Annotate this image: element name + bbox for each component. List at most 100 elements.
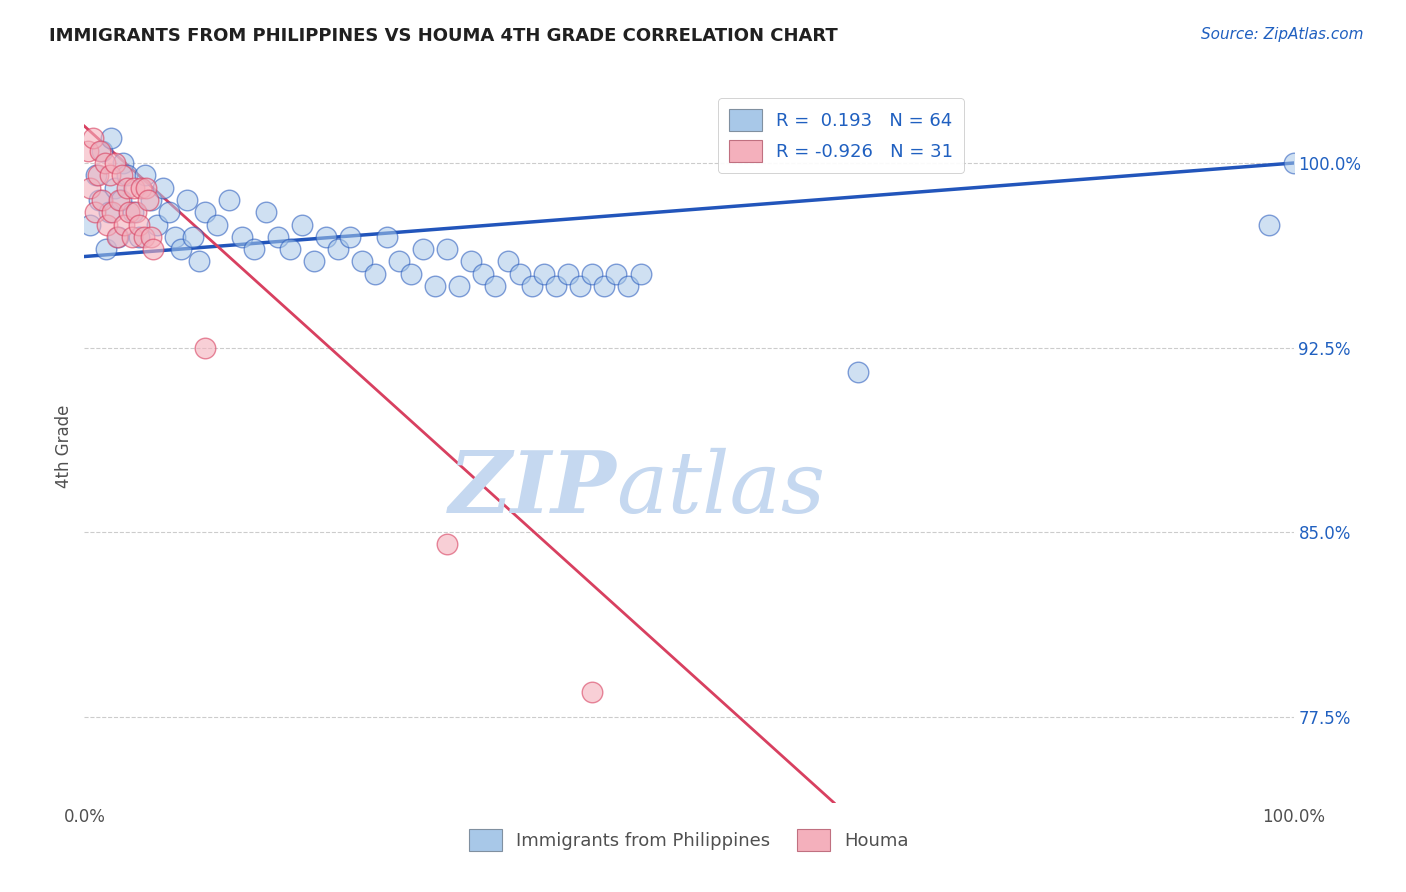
Point: [142, 242, 165, 256]
Point: [111, 169, 134, 183]
Point: [231, 230, 253, 244]
Point: [533, 267, 555, 281]
Point: [105, 230, 128, 244]
Point: [593, 279, 616, 293]
Point: [104, 156, 127, 170]
Point: [91, 144, 114, 158]
Point: [176, 193, 198, 207]
Point: [544, 279, 567, 293]
Point: [139, 193, 162, 207]
Point: [87, 193, 110, 207]
Point: [352, 254, 374, 268]
Point: [302, 254, 325, 268]
Point: [97, 205, 120, 219]
Point: [104, 180, 127, 194]
Point: [94, 242, 117, 256]
Point: [129, 180, 152, 194]
Point: [77, 144, 100, 158]
Point: [194, 341, 217, 355]
Point: [207, 218, 229, 232]
Point: [412, 242, 434, 256]
Point: [101, 205, 124, 219]
Point: [170, 242, 193, 256]
Point: [128, 230, 150, 244]
Text: ZIP: ZIP: [449, 447, 616, 531]
Text: IMMIGRANTS FROM PHILIPPINES VS HOUMA 4TH GRADE CORRELATION CHART: IMMIGRANTS FROM PHILIPPINES VS HOUMA 4TH…: [49, 27, 838, 45]
Text: atlas: atlas: [616, 448, 825, 530]
Point: [146, 218, 169, 232]
Point: [278, 242, 301, 256]
Point: [135, 180, 157, 194]
Point: [242, 242, 264, 256]
Point: [846, 365, 869, 379]
Point: [496, 254, 519, 268]
Point: [118, 205, 141, 219]
Point: [125, 205, 148, 219]
Point: [115, 169, 138, 183]
Point: [557, 267, 579, 281]
Point: [436, 242, 458, 256]
Point: [194, 205, 217, 219]
Point: [460, 254, 482, 268]
Point: [121, 205, 143, 219]
Point: [569, 279, 592, 293]
Point: [152, 180, 174, 194]
Point: [630, 267, 652, 281]
Text: Source: ZipAtlas.com: Source: ZipAtlas.com: [1201, 27, 1364, 42]
Point: [315, 230, 337, 244]
Point: [399, 267, 422, 281]
Point: [121, 230, 143, 244]
Point: [188, 254, 211, 268]
Point: [122, 180, 145, 194]
Point: [94, 156, 117, 170]
Point: [165, 230, 187, 244]
Point: [484, 279, 506, 293]
Point: [115, 180, 138, 194]
Point: [388, 254, 411, 268]
Point: [472, 267, 495, 281]
Point: [267, 230, 290, 244]
Point: [82, 131, 104, 145]
Point: [100, 131, 122, 145]
Point: [98, 169, 121, 183]
Point: [89, 144, 111, 158]
Point: [436, 537, 458, 551]
Point: [112, 218, 135, 232]
Point: [605, 267, 627, 281]
Point: [96, 218, 118, 232]
Point: [181, 230, 204, 244]
Point: [134, 169, 156, 183]
Point: [138, 193, 160, 207]
Point: [617, 279, 640, 293]
Point: [79, 180, 101, 194]
Point: [91, 193, 114, 207]
Point: [112, 156, 135, 170]
Point: [110, 193, 132, 207]
Point: [581, 685, 603, 699]
Point: [107, 230, 129, 244]
Point: [108, 193, 131, 207]
Point: [157, 205, 180, 219]
Point: [86, 169, 108, 183]
Point: [363, 267, 385, 281]
Y-axis label: 4th Grade: 4th Grade: [55, 404, 73, 488]
Legend: Immigrants from Philippines, Houma: Immigrants from Philippines, Houma: [463, 822, 915, 858]
Point: [581, 267, 603, 281]
Point: [339, 230, 361, 244]
Point: [128, 218, 150, 232]
Point: [132, 230, 155, 244]
Point: [449, 279, 471, 293]
Point: [423, 279, 446, 293]
Point: [291, 218, 314, 232]
Point: [509, 267, 531, 281]
Point: [254, 205, 277, 219]
Point: [520, 279, 543, 293]
Point: [86, 169, 108, 183]
Point: [328, 242, 350, 256]
Point: [79, 218, 101, 232]
Point: [1282, 156, 1305, 170]
Point: [218, 193, 240, 207]
Point: [375, 230, 398, 244]
Point: [139, 230, 162, 244]
Point: [1258, 218, 1281, 232]
